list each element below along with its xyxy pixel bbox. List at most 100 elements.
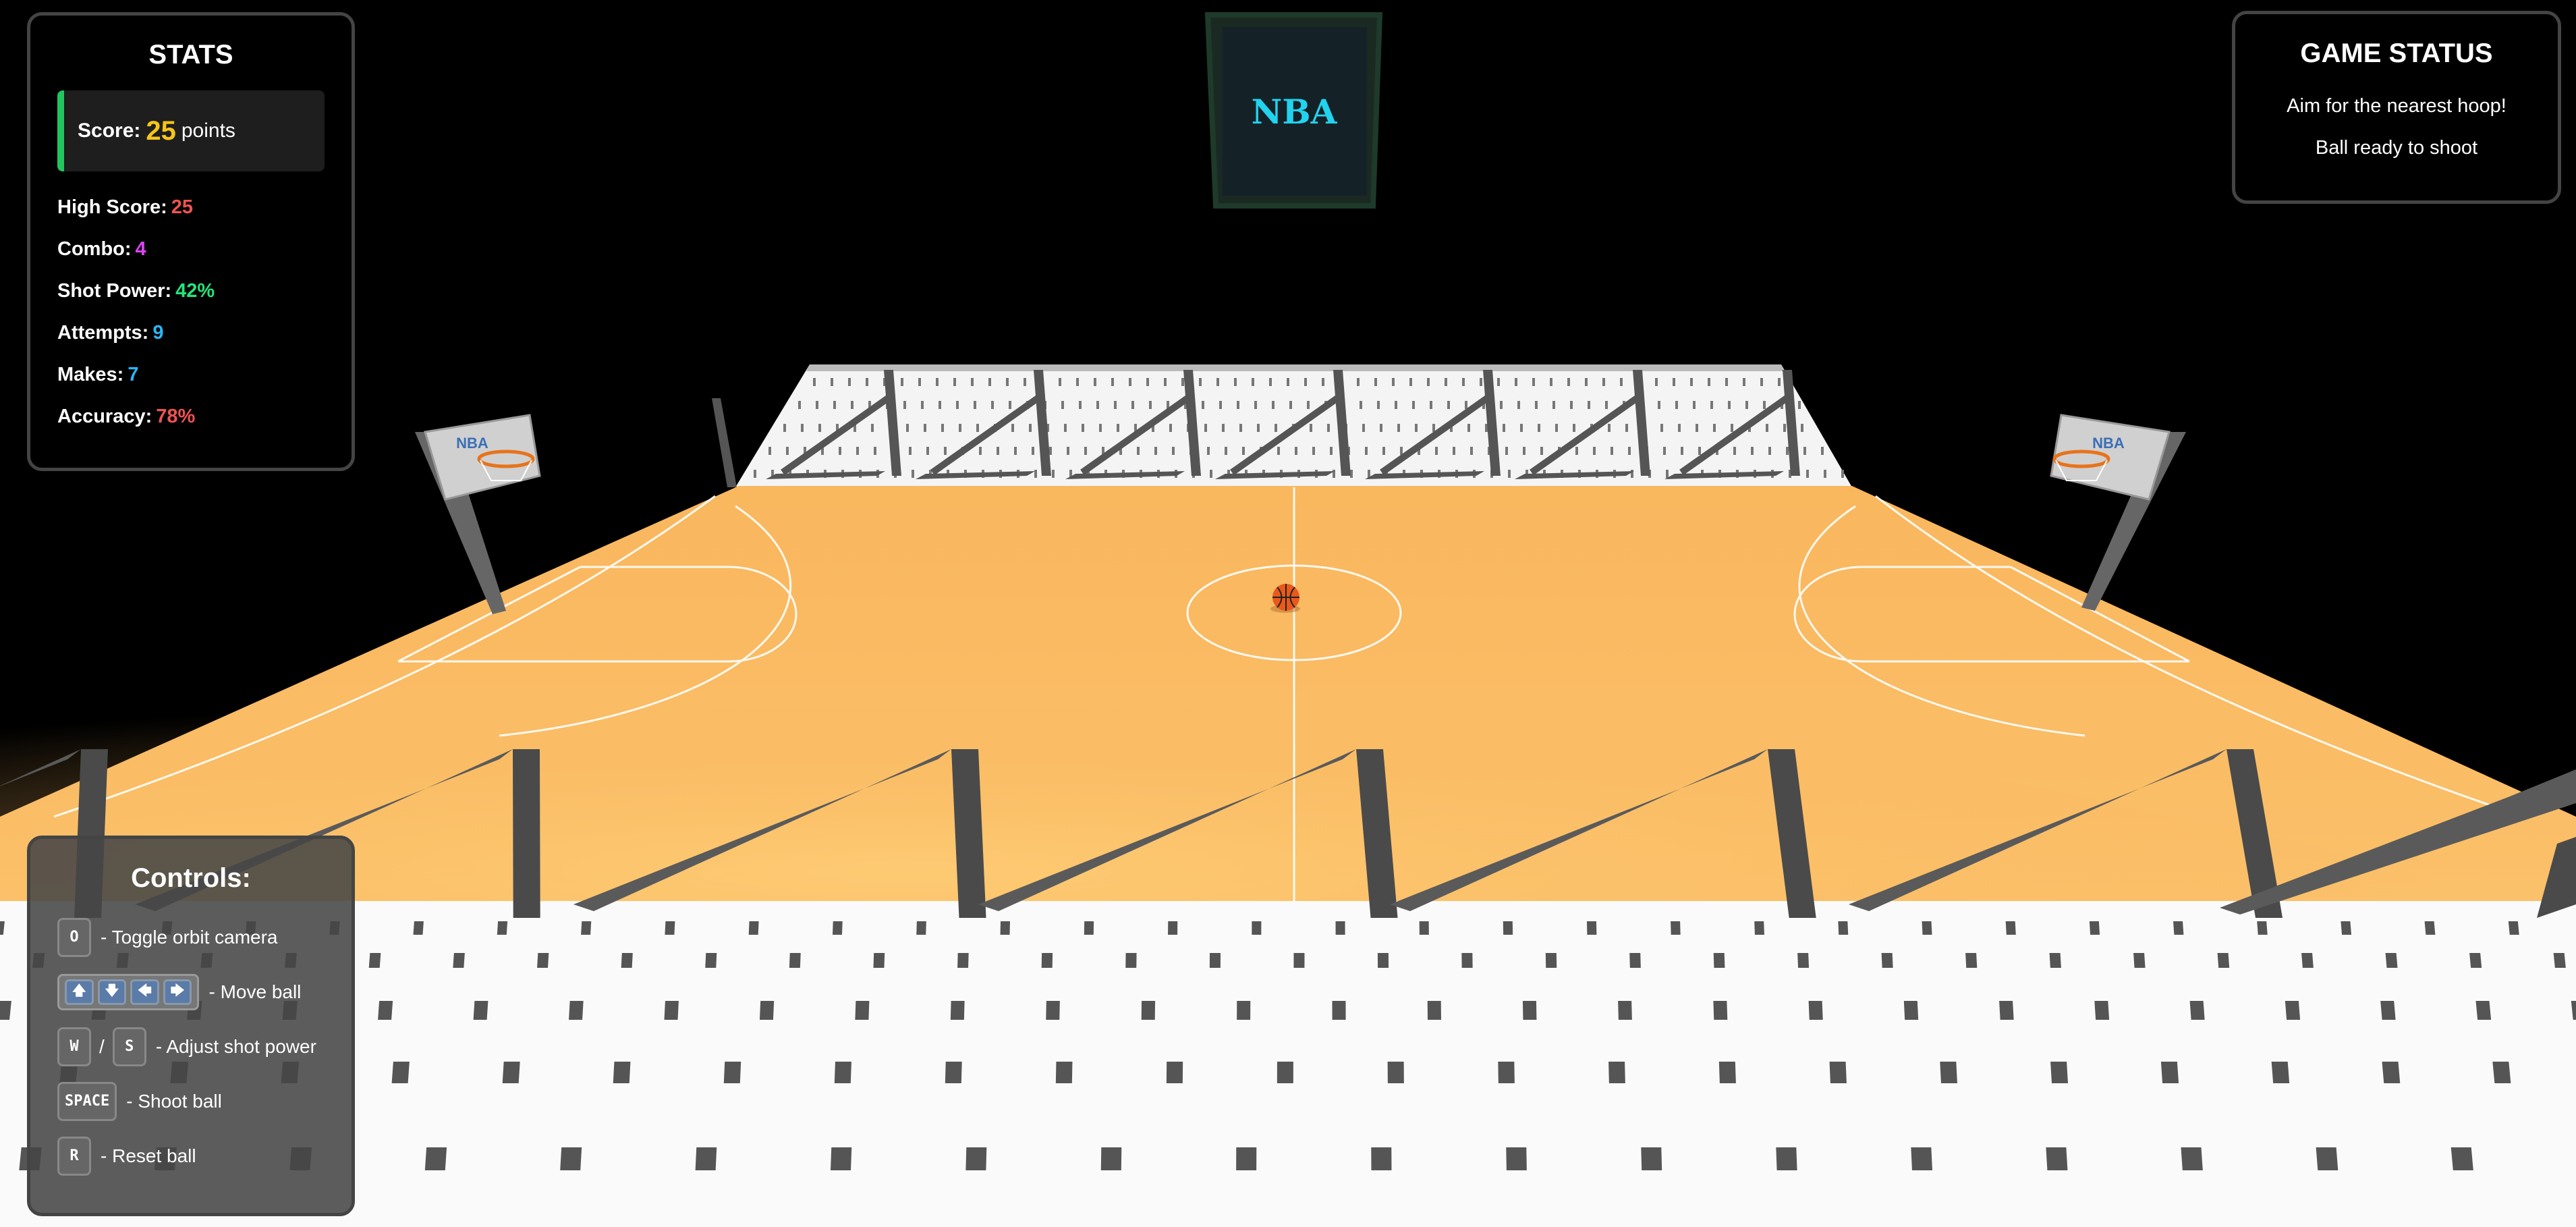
far-seat — [1269, 378, 1272, 386]
far-seat — [1620, 378, 1623, 386]
far-seat — [786, 447, 789, 455]
far-seat — [1164, 378, 1167, 386]
far-seat — [1655, 378, 1658, 386]
near-seat — [1797, 953, 1809, 968]
far-seat — [1199, 378, 1202, 386]
near-seat — [1236, 1147, 1256, 1170]
near-seat — [1001, 921, 1010, 935]
near-seat — [474, 1001, 488, 1020]
near-seat — [1167, 1062, 1183, 1083]
near-seat — [1882, 953, 1893, 968]
near-seat — [2218, 953, 2230, 968]
near-seat — [1252, 921, 1261, 935]
near-seat — [2380, 1001, 2395, 1020]
far-seat — [856, 447, 859, 455]
stat-label: Shot Power: — [57, 280, 171, 302]
game-status-title: GAME STATUS — [2235, 38, 2558, 69]
far-seat — [1763, 401, 1766, 409]
far-seat — [1204, 424, 1207, 432]
far-seat — [1693, 401, 1696, 409]
far-seat — [1540, 447, 1543, 455]
far-seat — [1801, 424, 1803, 432]
far-seat — [1312, 447, 1315, 455]
far-seat — [1131, 401, 1134, 409]
near-seat — [1461, 953, 1472, 968]
far-seat — [1117, 424, 1119, 432]
left-backboard-label: NBA — [456, 435, 488, 452]
control-desc: - Move ball — [208, 981, 301, 1003]
near-seat — [789, 953, 801, 968]
far-seat — [1523, 447, 1525, 455]
arrow-down-icon: 🡇 — [98, 979, 127, 1005]
far-seat — [848, 378, 851, 386]
near-seat — [2425, 921, 2436, 935]
far-seat — [1663, 447, 1666, 455]
far-seat — [1365, 447, 1368, 455]
near-seat — [1671, 921, 1681, 935]
near-seat — [1388, 1062, 1404, 1083]
far-seat — [1415, 424, 1418, 432]
near-seat — [831, 1147, 851, 1170]
far-seat — [1675, 401, 1678, 409]
far-seat — [1658, 401, 1660, 409]
near-seat — [2554, 953, 2566, 968]
far-seat — [1550, 378, 1552, 386]
near-seat — [1618, 1001, 1632, 1020]
near-seat — [2090, 921, 2100, 935]
near-seat — [1904, 1001, 1918, 1020]
near-seat — [957, 953, 969, 968]
control-orbit: O - Toggle orbit camera — [57, 910, 325, 964]
score-value: 25 — [146, 116, 176, 146]
near-seat — [760, 1001, 774, 1020]
near-seat — [1101, 1147, 1122, 1170]
far-seat — [1432, 424, 1435, 432]
near-seat — [1587, 921, 1596, 935]
near-rail-post — [513, 749, 540, 918]
far-seat — [1129, 378, 1131, 386]
near-seat — [2451, 1147, 2473, 1170]
stat-label: Combo: — [57, 238, 132, 260]
near-seat — [503, 1062, 520, 1083]
far-seat — [1360, 401, 1362, 409]
far-seat — [874, 447, 876, 455]
far-seat — [1059, 378, 1061, 386]
near-seat — [1084, 921, 1094, 935]
near-seat — [613, 1062, 631, 1083]
far-seat — [1660, 424, 1663, 432]
near-seat — [581, 921, 591, 935]
far-seat — [1099, 424, 1102, 432]
far-seat — [1745, 401, 1748, 409]
control-desc: - Adjust shot power — [156, 1036, 316, 1058]
far-seat — [1114, 401, 1117, 409]
stat-combo: Combo: 4 — [57, 228, 325, 270]
far-seat — [918, 378, 921, 386]
far-seat — [1608, 424, 1611, 432]
control-power: W / S - Adjust shot power — [57, 1019, 325, 1074]
far-seat — [944, 447, 947, 455]
control-desc: - Toggle orbit camera — [101, 927, 278, 948]
near-seat — [2475, 1001, 2491, 1020]
status-ball-state: Ball ready to shoot — [2235, 127, 2558, 169]
near-seat — [705, 953, 717, 968]
far-seat — [1470, 447, 1473, 455]
far-seat — [1397, 424, 1400, 432]
near-seat — [2509, 921, 2519, 935]
far-seat — [1277, 447, 1280, 455]
far-seat — [1480, 378, 1482, 386]
near-seat — [1371, 1147, 1391, 1170]
key-o: O — [57, 918, 91, 957]
far-seat — [1307, 401, 1310, 409]
arrow-keys: 🡅 🡇 🡄 🡆 — [57, 974, 199, 1010]
near-seat — [749, 921, 759, 935]
far-seat — [1585, 378, 1588, 386]
far-seat — [1778, 378, 1781, 386]
far-seat — [813, 378, 816, 386]
game-status-panel: GAME STATUS Aim for the nearest hoop! Ba… — [2232, 11, 2561, 204]
near-seat — [2133, 953, 2145, 968]
far-seat — [1362, 424, 1365, 432]
far-seat — [1465, 401, 1467, 409]
far-seat — [1570, 401, 1573, 409]
far-seat — [1532, 378, 1535, 386]
far-seat — [941, 424, 944, 432]
